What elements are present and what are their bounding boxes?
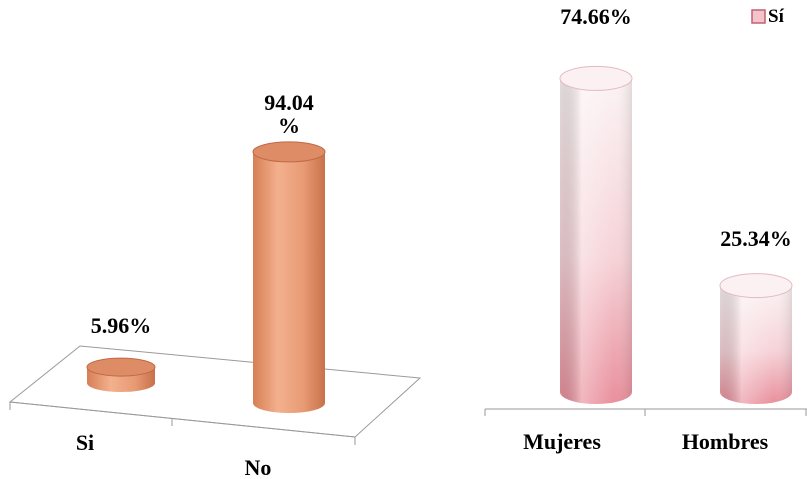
x-tick-label: Mujeres bbox=[523, 429, 601, 454]
x-tick-label: Si bbox=[76, 430, 94, 455]
right-chart: 74.66% 25.34% Mujeres Hombres Sí bbox=[484, 4, 807, 454]
left-chart: 5.96% 94.04 % Si No bbox=[8, 90, 422, 479]
left-floor-plane bbox=[8, 345, 422, 438]
bar-hombres bbox=[719, 273, 793, 404]
legend-entry: Sí bbox=[768, 6, 785, 27]
data-label: 5.96% bbox=[91, 313, 152, 338]
x-tick-label: Hombres bbox=[682, 429, 769, 454]
bar-mujeres bbox=[559, 65, 633, 404]
legend-swatch bbox=[751, 9, 766, 24]
data-label: 94.04% bbox=[264, 90, 314, 138]
data-label: 74.66% bbox=[560, 4, 632, 29]
bar-no bbox=[252, 141, 326, 413]
left-x-axis bbox=[9, 401, 356, 438]
legend: Sí bbox=[751, 6, 785, 27]
bar-si bbox=[86, 357, 156, 392]
data-label: 25.34% bbox=[720, 226, 792, 251]
x-tick-label: No bbox=[245, 455, 272, 479]
